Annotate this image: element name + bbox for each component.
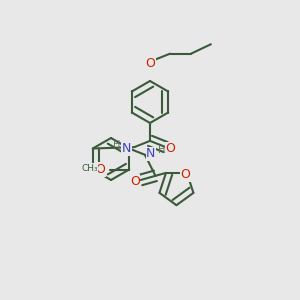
Text: O: O [165, 142, 175, 155]
Text: H: H [113, 140, 121, 150]
Text: H: H [158, 145, 165, 155]
Text: CH₃: CH₃ [82, 164, 98, 172]
Text: O: O [130, 175, 140, 188]
Text: N: N [146, 147, 156, 161]
Text: O: O [145, 57, 155, 70]
Text: N: N [122, 142, 131, 155]
Text: O: O [96, 163, 106, 176]
Text: O: O [181, 168, 190, 181]
